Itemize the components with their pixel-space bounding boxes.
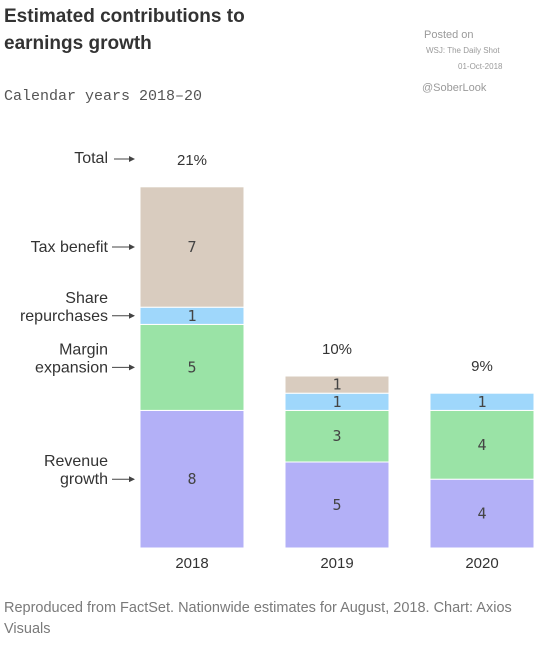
total-label-2019: 10% xyxy=(322,341,352,358)
legend-label-share-repurchases-line-2: repurchases xyxy=(20,308,108,325)
bar-segment-revenue-growth-2018 xyxy=(139,409,245,549)
bar-segment-margin-expansion-2019 xyxy=(284,409,390,463)
category-label-2019: 2019 xyxy=(320,555,353,572)
category-label-2020: 2020 xyxy=(465,555,498,572)
legend-label-tax-benefit-line-1: Tax benefit xyxy=(31,239,109,256)
segment-label-tax-benefit-2019: 1 xyxy=(332,376,341,394)
bar-segment-margin-expansion-2018 xyxy=(139,323,245,411)
watermark-date: 01-Oct-2018 xyxy=(458,62,503,71)
segment-label-margin-expansion-2019: 3 xyxy=(332,427,341,445)
category-label-2018: 2018 xyxy=(175,555,208,572)
segment-label-tax-benefit-2018: 7 xyxy=(187,238,196,256)
segment-label-revenue-growth-2020: 4 xyxy=(477,505,486,523)
legend-label-margin-expansion-line-1: Margin xyxy=(59,341,108,358)
chart-title: Estimated contributions to earnings grow… xyxy=(4,6,245,54)
stacked-bar-chart: 8517201821%5311201910%44120209%Revenuegr… xyxy=(20,150,535,572)
segment-label-share-repurchases-2019: 1 xyxy=(332,393,341,411)
watermark-posted-on-text: Posted on xyxy=(424,29,474,41)
bar-segment-margin-expansion-2020 xyxy=(429,409,535,480)
segment-label-share-repurchases-2020: 1 xyxy=(477,393,486,411)
legend-label-revenue-growth-line-1: Revenue xyxy=(44,453,108,470)
watermark-handle: @SoberLook xyxy=(422,82,487,94)
legend-label-share-repurchases-line-1: Share xyxy=(65,290,108,307)
legend-label-margin-expansion-line-2: expansion xyxy=(35,359,108,376)
footer-note: Reproduced from FactSet. Nationwide esti… xyxy=(4,600,512,637)
bar-segment-tax-benefit-2019 xyxy=(284,375,390,394)
total-label-2020: 9% xyxy=(471,358,493,375)
bar-segment-share-repurchases-2020 xyxy=(429,392,535,411)
bar-segment-revenue-growth-2020 xyxy=(429,478,535,549)
bar-segment-tax-benefit-2018 xyxy=(139,186,245,308)
segment-label-margin-expansion-2020: 4 xyxy=(477,436,486,454)
segment-label-share-repurchases-2018: 1 xyxy=(187,307,196,325)
segment-label-revenue-growth-2018: 8 xyxy=(187,470,196,488)
watermark-source: WSJ: The Daily Shot xyxy=(426,46,500,55)
segment-label-revenue-growth-2019: 5 xyxy=(332,496,341,514)
segment-label-margin-expansion-2018: 5 xyxy=(187,358,196,376)
legend-label-total: Total xyxy=(74,150,108,167)
watermark-posted-on: Posted on WSJ: The Daily Shot 01-Oct-201… xyxy=(424,29,502,71)
total-label-2018: 21% xyxy=(177,152,207,169)
chart-subtitle: Calendar years 2018–20 xyxy=(4,88,203,105)
legend-label-revenue-growth-line-2: growth xyxy=(60,471,108,488)
